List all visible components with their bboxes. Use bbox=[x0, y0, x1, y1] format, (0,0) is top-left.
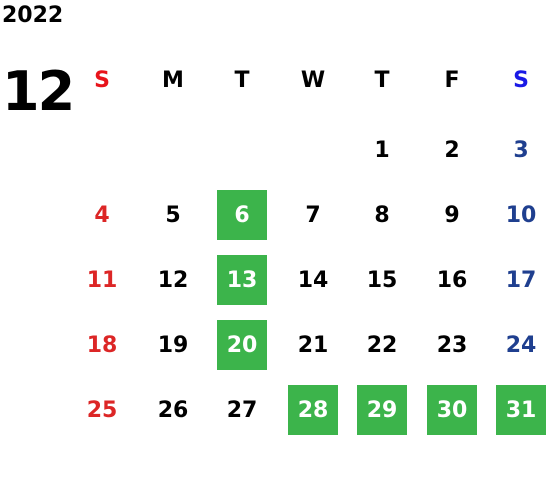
day: 19 bbox=[157, 332, 189, 358]
weekday-header: M bbox=[162, 67, 184, 93]
day: 22 bbox=[366, 332, 398, 358]
day: 15 bbox=[366, 267, 398, 293]
day-highlighted: 28 bbox=[288, 385, 338, 435]
day: 4 bbox=[94, 202, 110, 228]
day: 25 bbox=[86, 397, 118, 423]
day: 8 bbox=[374, 202, 390, 228]
day: 1 bbox=[374, 137, 390, 163]
day-highlighted: 31 bbox=[496, 385, 546, 435]
day: 14 bbox=[297, 267, 329, 293]
weekday-header: W bbox=[300, 67, 326, 93]
day-highlighted: 20 bbox=[217, 320, 267, 370]
day: 17 bbox=[505, 267, 537, 293]
day: 5 bbox=[165, 202, 181, 228]
day: 3 bbox=[513, 137, 529, 163]
day: 12 bbox=[157, 267, 189, 293]
day: 11 bbox=[86, 267, 118, 293]
year: 2022 bbox=[2, 3, 64, 28]
day-highlighted: 30 bbox=[427, 385, 477, 435]
weekday-header: T bbox=[234, 67, 250, 93]
day-highlighted: 6 bbox=[217, 190, 267, 240]
weekday-header: T bbox=[374, 67, 390, 93]
day: 2 bbox=[444, 137, 460, 163]
day: 16 bbox=[436, 267, 468, 293]
weekday-header: S bbox=[513, 67, 529, 93]
day: 21 bbox=[297, 332, 329, 358]
day-highlighted: 29 bbox=[357, 385, 407, 435]
day: 7 bbox=[305, 202, 321, 228]
month: 12 bbox=[2, 60, 75, 123]
day: 26 bbox=[157, 397, 189, 423]
weekday-header: S bbox=[94, 67, 110, 93]
day: 24 bbox=[505, 332, 537, 358]
day: 10 bbox=[505, 202, 537, 228]
day: 9 bbox=[444, 202, 460, 228]
day: 27 bbox=[226, 397, 258, 423]
day: 18 bbox=[86, 332, 118, 358]
weekday-header: F bbox=[444, 67, 460, 93]
day-highlighted: 13 bbox=[217, 255, 267, 305]
day: 23 bbox=[436, 332, 468, 358]
